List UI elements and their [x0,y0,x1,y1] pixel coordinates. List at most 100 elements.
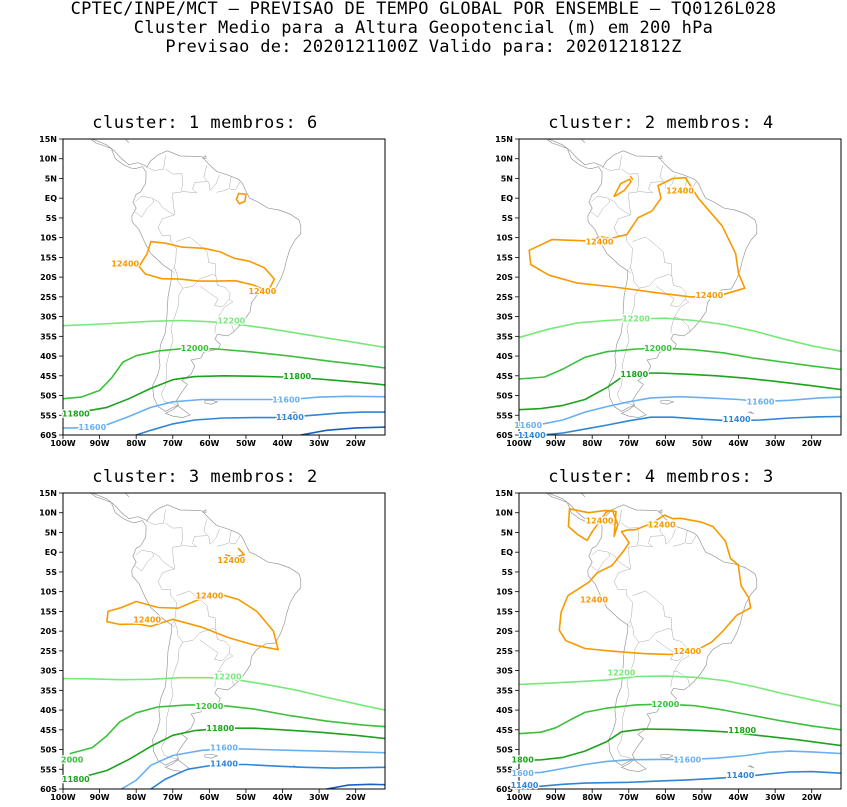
lat-tick-label: 10S [496,234,513,243]
island-coastline [660,753,675,759]
lon-tick-label: 20W [802,793,822,802]
contour-12400 [235,192,247,205]
lon-tick-label: 30W [765,439,785,448]
country-border [637,518,664,548]
country-border [616,288,640,406]
lon-tick-label: 70W [619,793,639,802]
lon-tick-label: 60W [655,439,675,448]
lat-tick-label: 40S [40,352,57,361]
country-border [613,214,633,271]
contour-label: 11600 [673,755,701,764]
contour-11800 [63,727,385,779]
island-coastline [204,399,219,405]
country-border [627,270,632,274]
contour-11400 [519,770,841,788]
lat-tick-label: 30S [40,667,57,676]
lat-tick-label: 5N [501,174,513,183]
contour-label: 12400 [648,521,676,530]
lat-tick-label: 35S [40,332,57,341]
lat-tick-label: 45S [40,372,57,381]
lat-tick-label: 15N [495,135,513,144]
country-border [630,236,673,289]
lon-tick-label: 60W [199,793,219,802]
header-line-3: Previsao de: 2020121100Z Valido para: 20… [165,37,682,57]
contour-11600 [63,395,385,429]
contour-11800 [519,372,841,411]
country-border [134,549,154,572]
contour-label: 12400 [248,287,276,296]
island-coastline [572,493,586,498]
contour-label: 12400 [586,517,614,526]
lat-tick-label: 40S [496,706,513,715]
contour-label: 12000 [195,702,223,711]
contour-11200 [325,783,385,789]
lon-tick-label: 20W [346,439,366,448]
lat-tick-label: 45S [496,726,513,735]
lat-tick-label: 5S [46,568,58,577]
lon-tick-label: 90W [546,793,566,802]
country-border [609,198,631,216]
south-america-coastline [546,139,758,412]
map-panel-cluster-3: cluster: 3 membros: 2 15N 10N 5N EQ 5S 10S 15S… [15,467,395,807]
contour-12200 [519,317,841,353]
contour-label: 12200 [622,315,650,324]
lon-tick-label: 30W [309,793,329,802]
country-border [146,509,166,525]
lat-tick-label: 20S [496,273,513,282]
country-border [627,624,632,628]
contour-label: 11800 [283,372,311,381]
map-area: 15N 10N 5N EQ 5S 10S 15S 20S 25S 30S 35S 40S 45S 50S 5… [15,487,395,807]
lat-tick-label: EQ [45,548,57,557]
panel-title: cluster: 3 membros: 2 [92,467,318,487]
contour-label: 11400 [210,759,238,768]
lon-tick-label: 70W [619,439,639,448]
lat-tick-label: 55S [496,765,513,774]
contour-12200 [519,675,841,707]
lat-tick-label: 30S [496,667,513,676]
contour-11200 [299,426,385,435]
contour-11600 [519,395,841,427]
map-frame [62,492,386,790]
country-border [174,236,217,289]
lon-tick-label: 100W [506,793,532,802]
map-panel-cluster-4: cluster: 4 membros: 3 15N 10N 5N EQ 5S 10S 15S… [471,467,847,807]
country-border [613,568,633,625]
contour-label: 12400 [666,186,694,195]
island-coastline [201,509,207,513]
lat-tick-label: 15N [39,489,57,498]
lat-tick-label: 60S [40,785,57,794]
country-border [670,317,675,334]
lat-tick-label: 30S [40,313,57,322]
map-panel-cluster-2: cluster: 2 membros: 4 15N 10N 5N EQ 5S 10S 15S… [471,113,847,453]
lon-tick-label: 70W [163,793,183,802]
contour-12400 [225,547,245,563]
country-border [216,176,232,193]
country-border [153,198,175,216]
island-coastline [747,764,755,769]
country-border [609,552,631,570]
lat-tick-label: 55S [496,411,513,420]
contour-12400 [629,175,634,181]
tierra-del-fuego-coastline [164,405,191,418]
country-border [160,642,184,760]
south-america-coastline [546,493,758,766]
lat-tick-label: 50S [40,746,57,755]
island-coastline [572,139,586,144]
contour-label: 11400 [276,413,304,422]
contour-12200 [63,319,385,349]
country-border [208,528,220,545]
country-border [153,552,175,570]
lon-tick-label: 90W [90,793,110,802]
contour-label: 1800 [512,755,535,764]
lat-tick-label: 5N [45,528,57,537]
contour-label: 12400 [217,556,245,565]
lon-tick-label: 100W [50,793,76,802]
contour-label: 12400 [695,291,723,300]
contour-11400 [135,411,385,435]
map-svg: 15N 10N 5N EQ 5S 10S 15S 20S 25S 30S 35S 40S 45S 50S 5… [495,489,842,802]
contour-label: 12400 [580,596,608,605]
contour-11800 [63,375,385,414]
south-america-coastline [90,139,302,412]
island-coastline [660,399,675,405]
lat-tick-label: 35S [40,686,57,695]
